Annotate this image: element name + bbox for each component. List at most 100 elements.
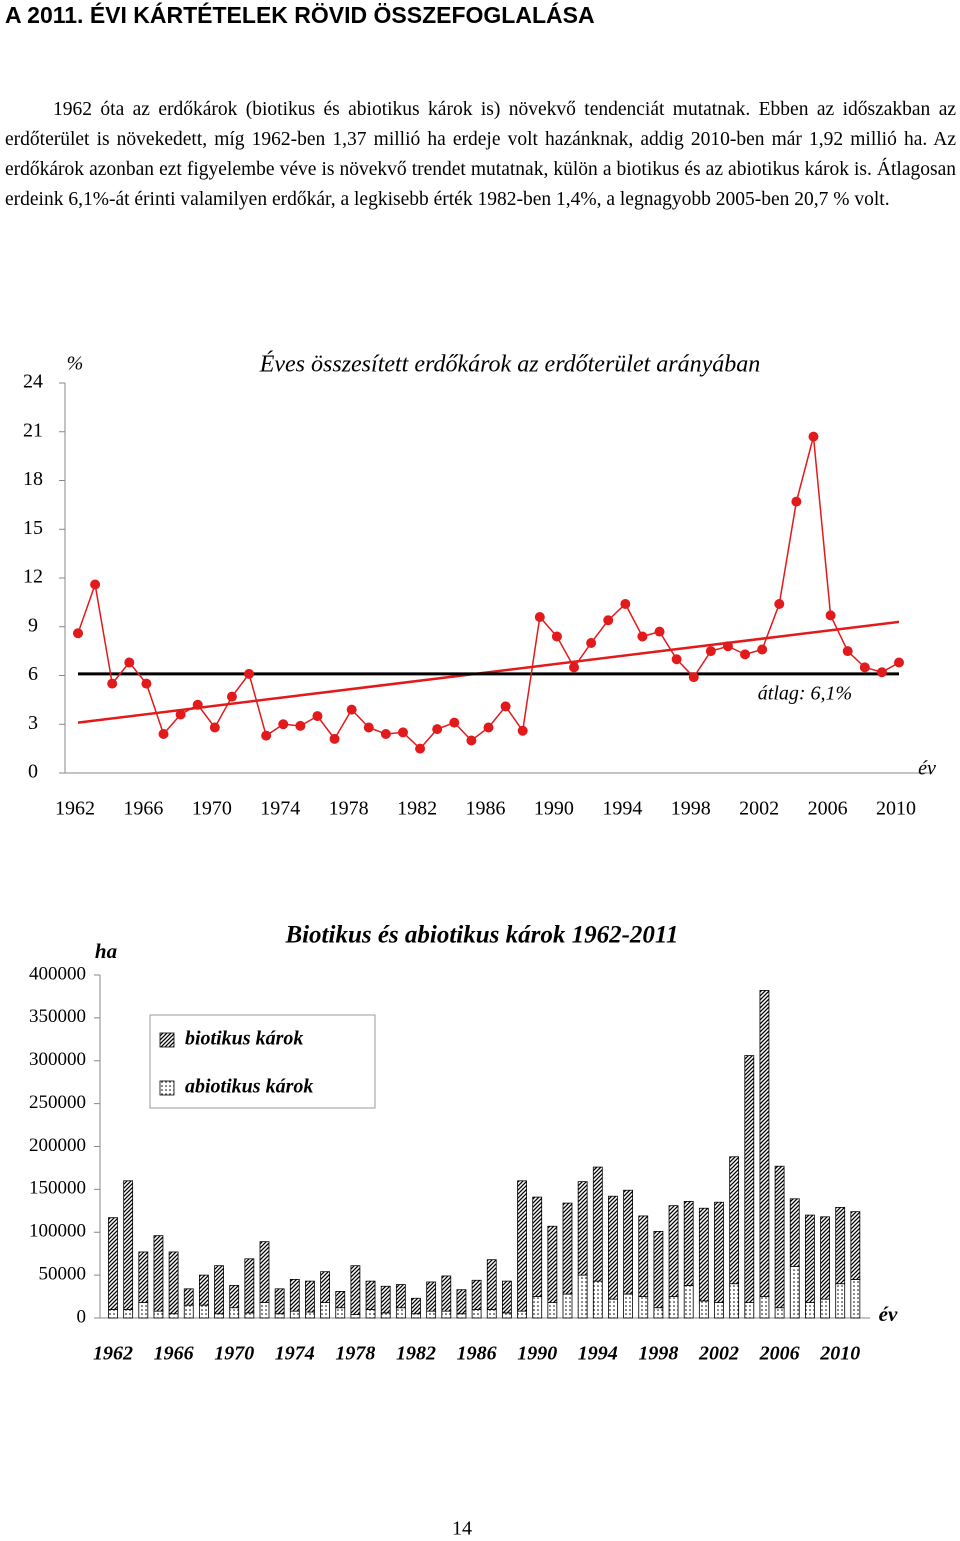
y-tick-label: 24 bbox=[23, 371, 43, 393]
data-point bbox=[688, 672, 699, 683]
data-point bbox=[740, 649, 751, 660]
data-point bbox=[449, 717, 460, 728]
y-tick-label: 21 bbox=[23, 419, 43, 441]
bar-segment bbox=[547, 1225, 558, 1303]
bar-segment bbox=[623, 1189, 633, 1295]
x-tick-label: 1998 bbox=[671, 798, 711, 820]
data-point bbox=[894, 657, 904, 668]
bar-segment bbox=[471, 1309, 482, 1319]
bar-segment bbox=[714, 1201, 724, 1303]
bar-segment bbox=[744, 1055, 755, 1303]
data-point bbox=[209, 722, 220, 733]
data-point bbox=[397, 727, 408, 738]
bar-segment bbox=[123, 1309, 134, 1319]
data-point bbox=[620, 599, 631, 609]
y-unit: ha bbox=[95, 939, 117, 963]
data-point bbox=[244, 668, 255, 679]
bar-segment bbox=[305, 1280, 315, 1313]
bar-segment bbox=[562, 1202, 573, 1295]
bar-segment bbox=[153, 1310, 164, 1319]
bar-segment bbox=[411, 1313, 421, 1319]
bar-segment bbox=[820, 1298, 830, 1319]
bar-segment bbox=[714, 1302, 724, 1319]
bar-segment bbox=[229, 1285, 240, 1309]
bar-segment bbox=[501, 1280, 512, 1314]
data-point bbox=[141, 678, 152, 689]
data-point bbox=[175, 709, 186, 720]
bar-segment bbox=[456, 1289, 467, 1315]
data-point bbox=[705, 646, 716, 657]
bar-segment bbox=[108, 1309, 118, 1319]
data-point bbox=[380, 729, 391, 739]
data-point bbox=[757, 644, 768, 655]
x-tick-label: 1994 bbox=[578, 1343, 618, 1365]
bar-segment bbox=[668, 1205, 679, 1297]
bar-segment bbox=[729, 1283, 740, 1319]
data-point bbox=[329, 733, 340, 744]
x-tick-label: 1986 bbox=[457, 1343, 497, 1365]
x-tick-label: 1970 bbox=[192, 798, 232, 820]
y-tick-label: 6 bbox=[28, 663, 38, 685]
bar-segment bbox=[198, 1304, 209, 1319]
data-point bbox=[466, 735, 477, 746]
data-point bbox=[671, 654, 682, 665]
x-tick-label: 1978 bbox=[335, 1343, 375, 1365]
x-tick-label: 1970 bbox=[214, 1343, 254, 1365]
bar-segment bbox=[759, 1296, 770, 1319]
data-point bbox=[90, 579, 101, 590]
y-tick-label: 350000 bbox=[29, 1006, 86, 1027]
bar-segment bbox=[683, 1285, 694, 1319]
bar-segment bbox=[168, 1251, 179, 1315]
bar-segment bbox=[426, 1310, 437, 1319]
bar-segment bbox=[517, 1180, 527, 1312]
bar-segment bbox=[638, 1296, 649, 1319]
data-point bbox=[534, 612, 545, 622]
x-tick-label: 1966 bbox=[154, 1343, 194, 1365]
bar-segment bbox=[471, 1279, 482, 1310]
bar-segment bbox=[532, 1196, 543, 1297]
data-point bbox=[278, 719, 289, 730]
x-tick-label: 1998 bbox=[638, 1343, 678, 1365]
data-point bbox=[774, 599, 785, 609]
bar-segment bbox=[274, 1288, 285, 1315]
data-point bbox=[722, 641, 733, 652]
bar-segment bbox=[395, 1284, 406, 1309]
legend-box bbox=[149, 1014, 376, 1109]
bar-segment bbox=[274, 1313, 285, 1319]
y-tick-label: 18 bbox=[23, 468, 43, 490]
bar-segment bbox=[350, 1265, 361, 1315]
bar-segment bbox=[774, 1307, 785, 1319]
bar-segment bbox=[608, 1195, 618, 1300]
bar-segment bbox=[486, 1259, 497, 1310]
bar-segment bbox=[426, 1281, 437, 1312]
x-tick-label: 1974 bbox=[260, 798, 300, 820]
bar-segment bbox=[774, 1165, 785, 1309]
bar-segment bbox=[835, 1206, 846, 1285]
bar-segment bbox=[668, 1296, 679, 1319]
y-tick-label: 400000 bbox=[29, 963, 86, 984]
bar-segment bbox=[198, 1274, 209, 1306]
bar-segment bbox=[789, 1266, 800, 1319]
bar-segment bbox=[698, 1207, 709, 1302]
x-tick-label: 1962 bbox=[55, 798, 95, 820]
y-unit: % bbox=[67, 353, 84, 375]
x-unit: év bbox=[918, 758, 936, 780]
data-point bbox=[226, 691, 237, 702]
bar-segment bbox=[805, 1302, 815, 1319]
y-tick-label: 15 bbox=[23, 517, 43, 539]
x-tick-label: 1990 bbox=[534, 798, 574, 820]
data-point bbox=[876, 667, 887, 678]
bar-segment bbox=[441, 1275, 452, 1312]
y-tick-label: 250000 bbox=[29, 1092, 86, 1113]
data-point bbox=[312, 711, 323, 722]
bar-segment bbox=[441, 1310, 452, 1319]
bar-segment bbox=[759, 990, 770, 1297]
y-tick-label: 0 bbox=[77, 1306, 87, 1327]
y-tick-label: 0 bbox=[28, 761, 38, 783]
bar-segment bbox=[820, 1216, 830, 1300]
bar-segment bbox=[289, 1279, 300, 1312]
data-point bbox=[603, 615, 614, 626]
x-tick-label: 1978 bbox=[329, 798, 369, 820]
